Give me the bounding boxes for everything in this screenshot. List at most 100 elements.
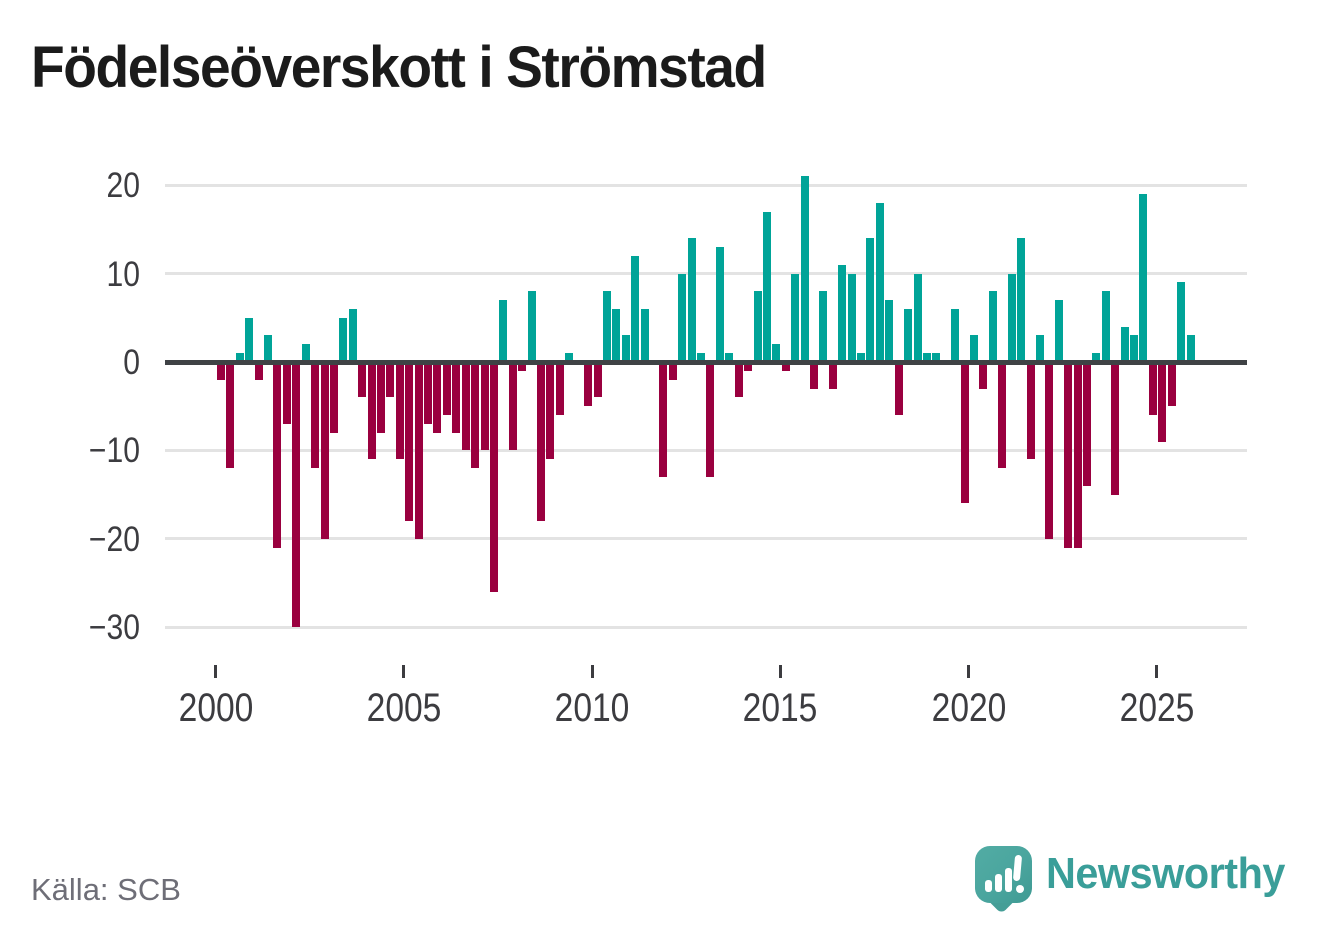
bar-2003-q3 [348, 308, 357, 362]
bar-2012-q4 [697, 353, 706, 362]
bar-2020-q4 [998, 362, 1007, 469]
bar-2011-q2 [640, 308, 649, 362]
x-tick-label-2010: 2010 [554, 686, 630, 730]
bar-2008-q1 [518, 362, 527, 371]
bar-2003-q4 [358, 362, 367, 398]
bar-2001-q2 [264, 335, 273, 362]
bar-2000-q2 [226, 362, 235, 469]
bar-2023-q1 [1082, 362, 1091, 486]
bar-2022-q1 [1045, 362, 1054, 539]
bar-2015-q4 [810, 362, 819, 389]
bar-2010-q3 [612, 308, 621, 362]
bar-2013-q4 [734, 362, 743, 398]
bar-2006-q1 [442, 362, 451, 416]
bar-2006-q4 [471, 362, 480, 469]
y-tick-label--20: −20 [88, 519, 140, 559]
bar-2011-q1 [631, 255, 640, 362]
bar-2000-q1 [217, 362, 225, 380]
x-tick-2005 [402, 665, 406, 678]
logo-exclamation-stem [1012, 854, 1023, 882]
bar-2017-q3 [875, 202, 884, 362]
logo-mini-bar-1 [985, 880, 992, 892]
gridline--10 [165, 448, 1247, 452]
bar-2013-q1 [706, 362, 715, 477]
bar-2019-q4 [960, 362, 969, 504]
bar-2024-q3 [1139, 194, 1148, 362]
bar-2021-q4 [1035, 335, 1044, 362]
bar-2015-q3 [800, 176, 809, 362]
bar-2025-q2 [1167, 362, 1176, 407]
bar-2007-q1 [480, 362, 489, 451]
bar-2007-q3 [499, 300, 508, 362]
logo-mini-bar-3 [1005, 868, 1012, 892]
x-tick-2010 [590, 665, 594, 678]
bar-2008-q2 [527, 291, 536, 362]
bar-2009-q2 [565, 353, 574, 362]
bar-2014-q4 [772, 344, 781, 362]
newsworthy-wordmark: Newsworthy [1046, 849, 1285, 898]
bar-2015-q1 [781, 362, 790, 371]
logo-mini-bar-2 [995, 874, 1002, 892]
bar-2007-q4 [508, 362, 517, 451]
bar-2018-q3 [913, 273, 922, 362]
gridline-20 [165, 183, 1247, 187]
bar-2003-q2 [339, 317, 348, 362]
bar-2020-q2 [979, 362, 988, 389]
bar-2000-q4 [245, 317, 254, 362]
bar-2021-q1 [1007, 273, 1016, 362]
newsworthy-bubble-icon [975, 846, 1032, 903]
bar-2016-q4 [847, 273, 856, 362]
bar-2012-q2 [678, 273, 687, 362]
bar-2013-q2 [715, 247, 724, 362]
x-tick-label-2025: 2025 [1119, 686, 1195, 730]
bar-2025-q4 [1186, 335, 1195, 362]
bar-2003-q1 [329, 362, 338, 433]
bar-2015-q2 [791, 273, 800, 362]
x-tick-2020 [967, 665, 971, 678]
bar-2022-q4 [1073, 362, 1082, 548]
bar-2018-q4 [922, 353, 931, 362]
gridline-10 [165, 272, 1247, 276]
bar-2019-q3 [951, 308, 960, 362]
bar-2007-q2 [489, 362, 498, 592]
bar-2002-q1 [292, 362, 301, 628]
bar-2010-q2 [602, 291, 611, 362]
bar-2005-q3 [424, 362, 433, 424]
y-tick-label-10: 10 [106, 254, 140, 294]
bar-2017-q4 [885, 300, 894, 362]
bar-2002-q2 [301, 344, 310, 362]
bar-2001-q4 [282, 362, 291, 424]
bar-2023-q2 [1092, 353, 1101, 362]
bar-2002-q4 [320, 362, 329, 539]
bar-2014-q2 [753, 291, 762, 362]
logo-exclamation-dot [1016, 885, 1024, 893]
source-caption: Källa: SCB [31, 872, 181, 907]
bar-2004-q1 [367, 362, 376, 460]
bar-2019-q1 [932, 353, 941, 362]
x-tick-2000 [214, 665, 217, 678]
bar-2023-q4 [1111, 362, 1120, 495]
bar-2000-q3 [235, 353, 244, 362]
bar-2005-q1 [405, 362, 414, 522]
page-title: Födelseöverskott i Strömstad [31, 35, 767, 100]
bar-2020-q3 [988, 291, 997, 362]
bar-2005-q4 [433, 362, 442, 433]
bar-2009-q1 [555, 362, 564, 416]
bar-2022-q2 [1054, 300, 1063, 362]
bar-2025-q3 [1177, 282, 1186, 362]
bar-2018-q2 [904, 308, 913, 362]
bar-2014-q1 [744, 362, 753, 371]
bar-2012-q1 [668, 362, 677, 380]
bar-2017-q1 [857, 353, 866, 362]
bar-2008-q3 [537, 362, 546, 522]
bar-2005-q2 [414, 362, 423, 539]
bar-2023-q3 [1101, 291, 1110, 362]
y-tick-label-0: 0 [123, 343, 140, 382]
bar-2010-q1 [593, 362, 602, 398]
bar-2006-q2 [452, 362, 461, 433]
bar-2017-q2 [866, 238, 875, 362]
bar-2024-q4 [1148, 362, 1157, 416]
x-tick-label-2005: 2005 [366, 686, 442, 730]
bar-2006-q3 [461, 362, 470, 451]
bar-2021-q2 [1017, 238, 1026, 362]
